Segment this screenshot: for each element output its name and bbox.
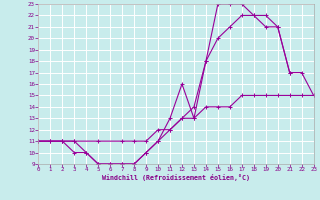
X-axis label: Windchill (Refroidissement éolien,°C): Windchill (Refroidissement éolien,°C) — [102, 174, 250, 181]
